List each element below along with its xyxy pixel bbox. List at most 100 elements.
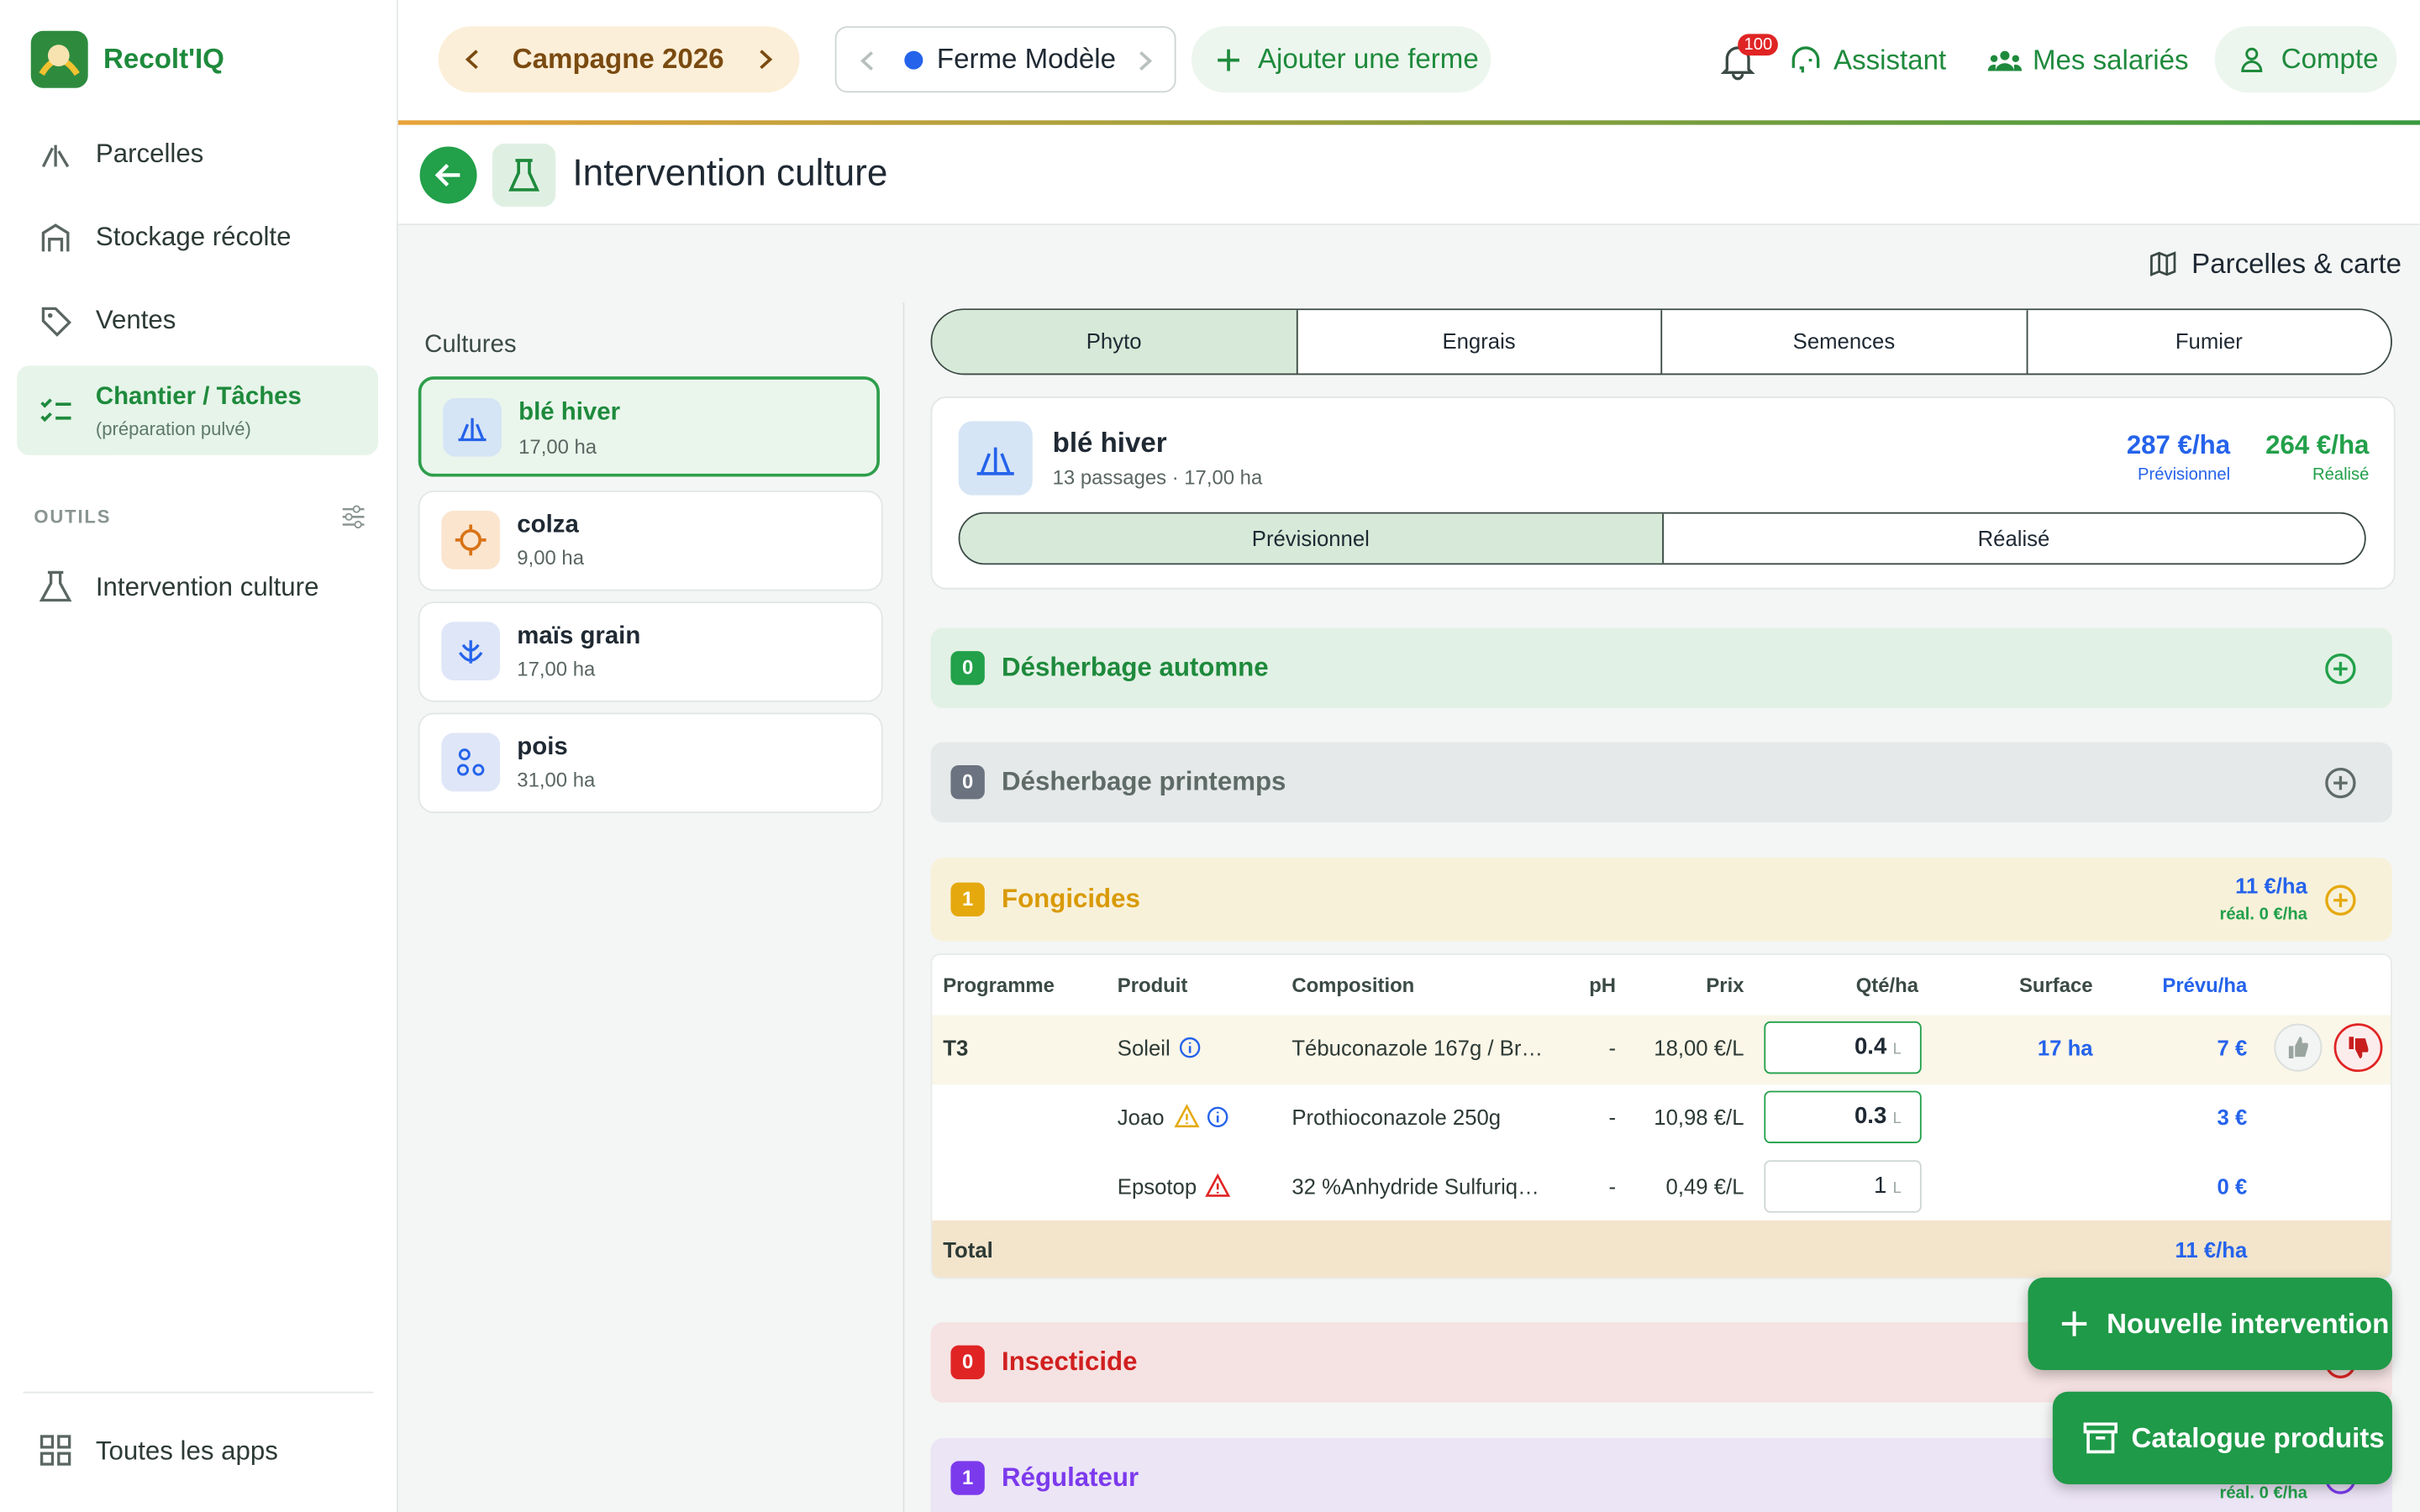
icon (441, 510, 501, 570)
culture-area: 31,00 ha (517, 768, 596, 792)
ph: - (1608, 1035, 1617, 1060)
planned-cost: 287 €/ha (2126, 430, 2231, 460)
icon (443, 397, 502, 457)
shape (2000, 50, 2010, 60)
warning-icon (1174, 1104, 1200, 1128)
icon (441, 622, 501, 681)
assistant-link[interactable]: Assistant (1833, 45, 1947, 76)
mode[interactable]: Réalisé (1977, 526, 2050, 551)
map-link[interactable]: Parcelles & carte (2191, 248, 2402, 280)
info-icon[interactable] (1179, 1037, 1201, 1058)
nav-item[interactable]: Toutes les apps (95, 1436, 278, 1466)
icon (40, 398, 71, 423)
tab[interactable]: Phyto (932, 310, 1297, 374)
column-header: pH (1589, 973, 1617, 997)
catalog-button[interactable]: Catalogue produits (2052, 1391, 2392, 1484)
section[interactable]: 1 Fongicides 11 €/ha réal. 0 €/ha (930, 858, 2392, 942)
unit: L (1892, 1180, 1902, 1198)
section[interactable]: 0 Désherbage printemps (930, 742, 2392, 822)
shape (2288, 1037, 2308, 1059)
culture-card[interactable]: maïs grain 17,00 ha (418, 601, 883, 702)
shape (1791, 46, 1820, 73)
qty: 0.4 (1854, 1033, 1887, 1060)
shape (345, 512, 353, 521)
shape (458, 640, 483, 664)
settings-icon[interactable] (341, 505, 366, 529)
shape (2150, 251, 2176, 276)
culture-card[interactable]: pois 31,00 ha (418, 712, 883, 813)
composition: Prothioconazole 250g (1292, 1105, 1502, 1130)
section-title: Désherbage printemps (1002, 766, 1286, 796)
divider (902, 302, 905, 1512)
shape (40, 398, 71, 423)
new-intervention: Nouvelle intervention (2107, 1308, 2390, 1340)
mode-toggle: Prévisionnel Réalisé (958, 512, 2366, 565)
shape (354, 520, 362, 529)
ph: - (1608, 1173, 1617, 1200)
nav-item[interactable]: Intervention culture (95, 572, 319, 602)
icon (1218, 49, 1239, 71)
product: Joao (1117, 1105, 1165, 1130)
shape (455, 524, 487, 556)
surface: 17 ha (2037, 1035, 2093, 1060)
program: T3 (943, 1035, 969, 1060)
nav-item[interactable]: Stockage récolte (95, 222, 292, 252)
tab[interactable]: Semences (1662, 310, 2028, 374)
nav-item[interactable]: Ventes (95, 305, 176, 335)
shape (57, 1435, 71, 1449)
column-header: Prévu/ha (2162, 973, 2248, 997)
culture-name: blé hiver (518, 399, 621, 426)
unit: L (1892, 1110, 1902, 1128)
add-farm-button[interactable]: Ajouter une ferme (1191, 26, 1491, 93)
column-header: Programme (943, 973, 1055, 997)
shape (2325, 654, 2356, 685)
shape (47, 312, 53, 318)
unit: L (1892, 1041, 1902, 1059)
icon (760, 50, 773, 70)
brand: Recolt'IQ (103, 43, 224, 75)
mode[interactable]: Prévisionnel (960, 513, 1664, 564)
account-button[interactable]: Compte (2214, 26, 2397, 93)
farm-switcher[interactable]: Ferme Modèle (834, 26, 1176, 93)
page-title: Intervention culture (572, 152, 888, 195)
column-header: Produit (1117, 973, 1188, 997)
qty: 0.3 (1854, 1103, 1887, 1130)
section-title: Désherbage automne (1002, 652, 1269, 682)
info-icon[interactable] (1207, 1106, 1228, 1128)
icon (1791, 46, 1820, 73)
new-intervention-button[interactable]: Nouvelle intervention (2028, 1277, 2392, 1371)
section-count: 0 (950, 1345, 985, 1380)
section-title: Régulateur (1002, 1462, 1139, 1493)
shape (2061, 1311, 2087, 1336)
price: 18,00 €/L (1654, 1035, 1744, 1060)
qty-input[interactable]: 0.3 L (1764, 1090, 1922, 1144)
tab[interactable]: Engrais (1297, 310, 1663, 374)
shape (41, 307, 71, 337)
approve-button[interactable] (2274, 1023, 2323, 1073)
tab[interactable]: Fumier (2175, 328, 2243, 354)
map-icon (2150, 251, 2176, 276)
icon (39, 570, 72, 602)
shape (1987, 50, 2023, 71)
nav-active[interactable] (17, 365, 379, 455)
nav-item[interactable]: Parcelles (95, 139, 204, 169)
icon (2325, 654, 2356, 685)
culture-card[interactable]: colza 9,00 ha (418, 491, 883, 591)
farm: Ferme Modèle (936, 43, 1117, 75)
section[interactable]: 0 Désherbage automne (930, 627, 2392, 709)
qty-input[interactable]: 0.4 L (1764, 1021, 1922, 1074)
icon (958, 421, 1033, 496)
back-button[interactable] (419, 146, 477, 204)
section-count: 0 (950, 765, 985, 800)
product: Soleil (1117, 1035, 1171, 1060)
reject-button[interactable] (2333, 1023, 2383, 1073)
icon (41, 223, 70, 252)
shape (457, 764, 470, 776)
employees-link[interactable]: Mes salariés (2032, 45, 2189, 76)
page-icon (492, 143, 556, 207)
icon (465, 50, 478, 70)
culture-card[interactable]: blé hiver 17,00 ha (418, 376, 880, 477)
campaign-switcher[interactable]: Campagne 2026 (438, 26, 800, 93)
